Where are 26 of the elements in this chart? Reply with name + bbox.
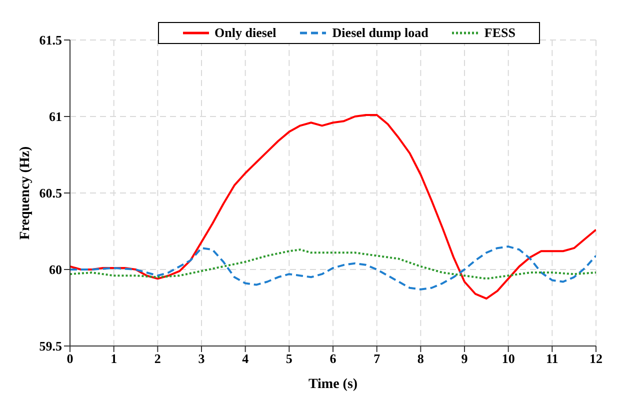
y-tick-label: 60 (49, 262, 62, 278)
x-tick-label: 11 (546, 351, 558, 366)
legend-label: Diesel dump load (331, 25, 428, 41)
x-tick-label: 0 (66, 351, 74, 366)
x-tick-label: 8 (417, 351, 424, 366)
x-tick-label: 4 (242, 351, 250, 366)
x-tick-label: 10 (502, 351, 515, 366)
x-tick-label: 2 (154, 351, 161, 366)
x-tick-label: 5 (286, 351, 293, 366)
y-tick-label: 61 (49, 109, 62, 124)
y-tick-label: 61.5 (39, 32, 62, 48)
x-tick-label: 7 (374, 351, 381, 366)
y-axis-title: Frequency (Hz) (18, 146, 33, 240)
legend-label: FESS (483, 25, 516, 41)
x-axis-title: Time (s) (308, 376, 358, 392)
x-tick-label: 12 (590, 351, 602, 366)
y-tick-label: 59.5 (39, 338, 62, 354)
x-tick-label: 3 (198, 351, 206, 366)
x-tick-label: 1 (110, 351, 118, 366)
y-tick-label: 60.5 (39, 186, 62, 201)
line-series (70, 248, 596, 280)
line-series (70, 246, 596, 290)
legend-label: Only diesel (214, 25, 276, 41)
x-tick-label: 9 (461, 351, 468, 366)
line-series (70, 114, 596, 300)
x-tick-label: 6 (330, 351, 337, 366)
